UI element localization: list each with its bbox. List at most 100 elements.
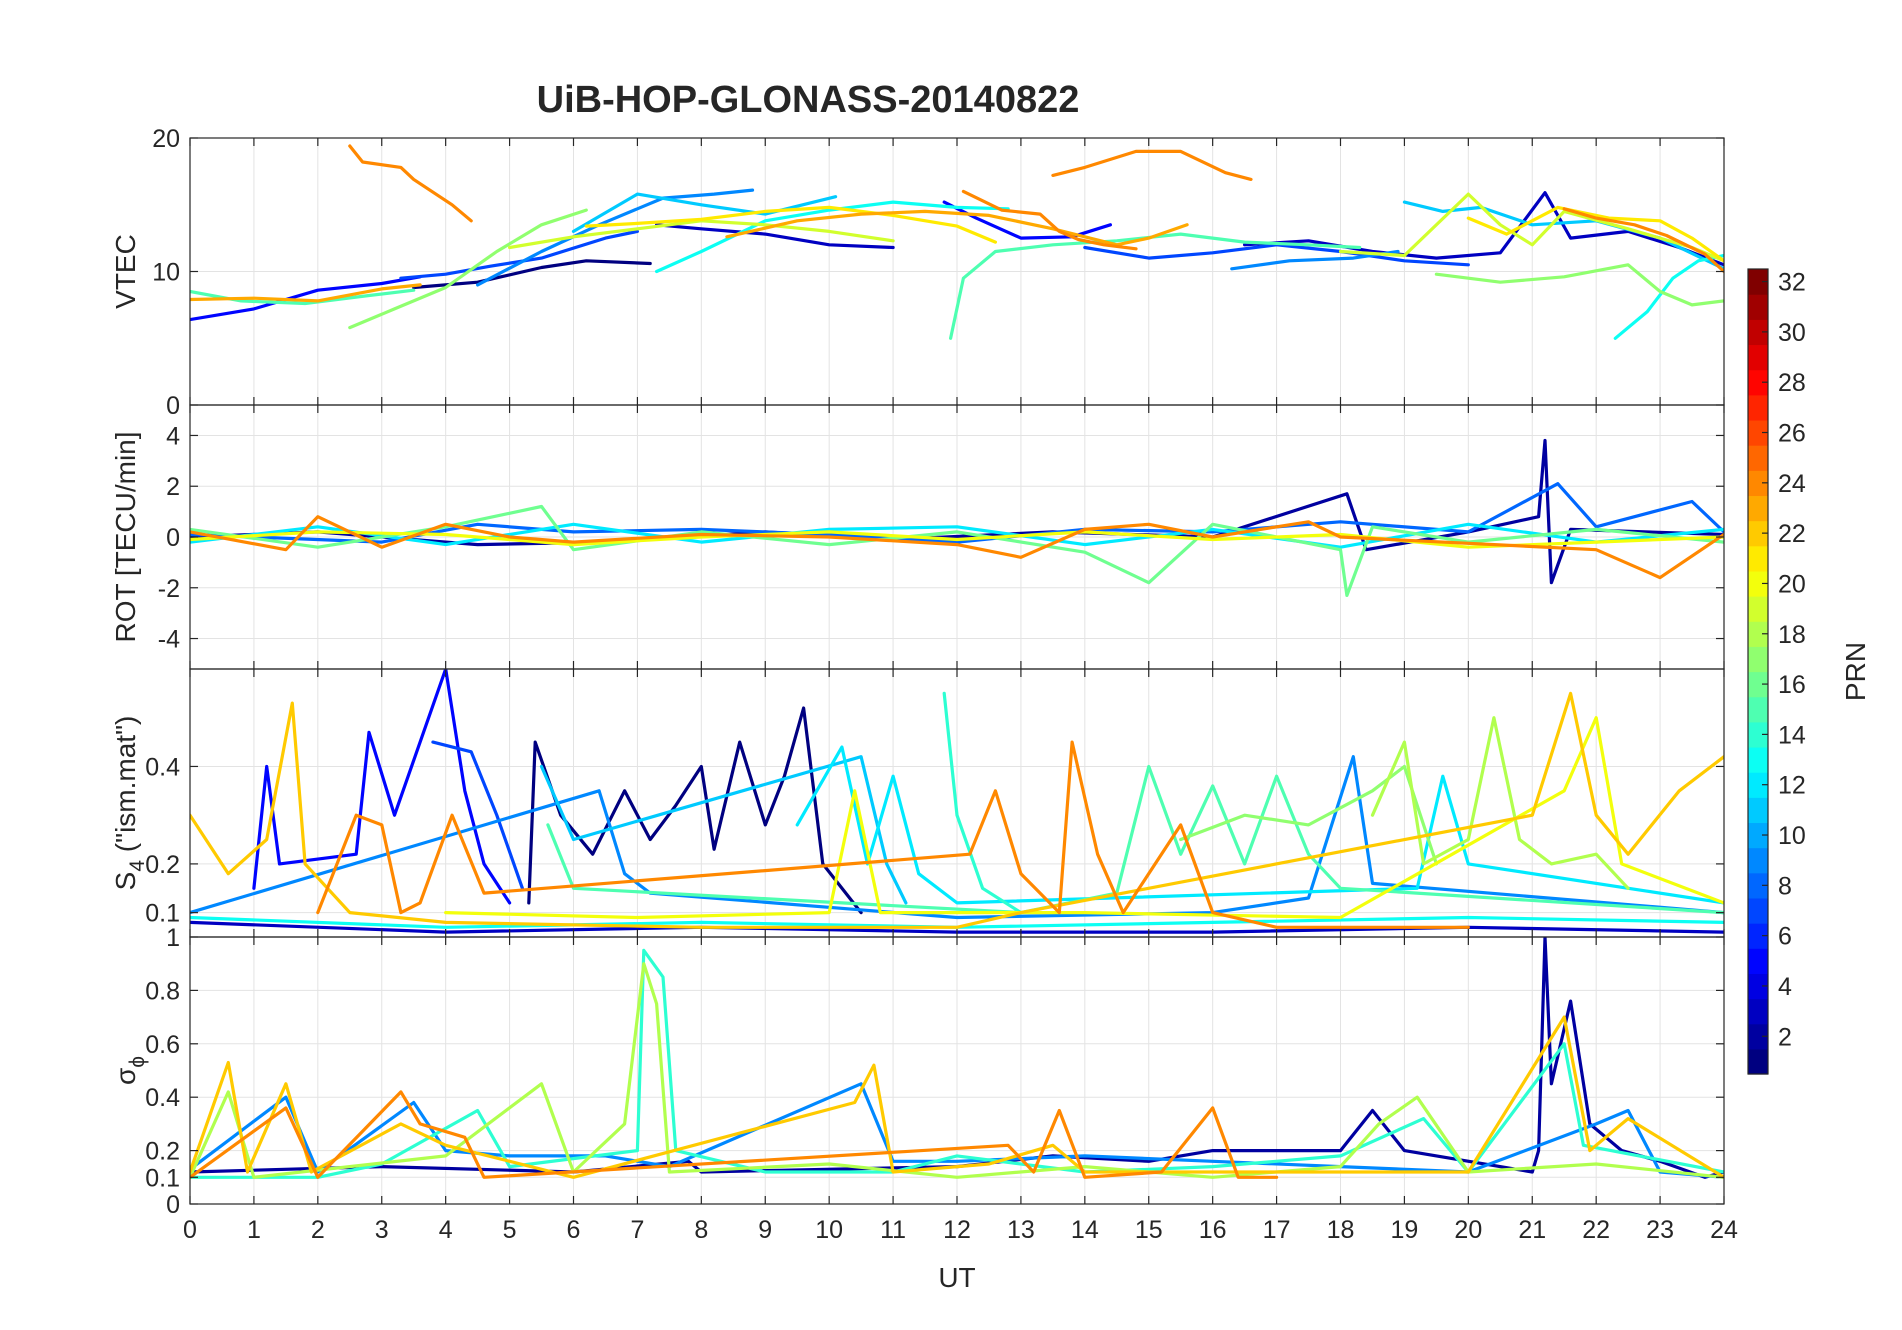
panel-4: 00.10.2 0.4 0.6 0.8 1 σϕ xyxy=(110,924,1725,1219)
colorbar-tick-label: 16 xyxy=(1778,671,1806,699)
x-tick-label: 22 xyxy=(1582,1216,1610,1244)
chart-title: UiB-HOP-GLONASS-20140822 xyxy=(537,79,1080,121)
x-tick-label: 18 xyxy=(1327,1216,1355,1244)
colorbar-swatch xyxy=(1748,646,1768,673)
colorbar-swatch xyxy=(1748,369,1768,396)
series-line-prn-21 xyxy=(584,205,997,244)
series-line-prn-7 xyxy=(431,740,524,890)
x-tick-label: 1 xyxy=(247,1216,261,1244)
y-axis-label: S4 ("ism.mat") xyxy=(110,716,149,891)
colorbar-swatch xyxy=(1748,822,1768,849)
colorbar-tick-label: 20 xyxy=(1778,570,1806,598)
colorbar-tick-label: 8 xyxy=(1778,872,1792,900)
x-tick-label: 14 xyxy=(1071,1216,1099,1244)
x-tick-label: 9 xyxy=(758,1216,772,1244)
series-line-prn-15 xyxy=(546,764,1724,915)
series-line-prn-22 xyxy=(190,1015,1724,1179)
x-tick-label: 2 xyxy=(311,1216,325,1244)
colorbar-label: PRN xyxy=(1840,642,1871,701)
panel-4-series xyxy=(190,937,1724,1179)
panel-3: 0.10.20.4S4 ("ism.mat") xyxy=(110,668,1725,938)
series-line-prn-20 xyxy=(190,530,1724,549)
colorbar-tick-label: 14 xyxy=(1778,721,1806,749)
y-tick-label: 0.8 xyxy=(145,977,180,1005)
colorbar-swatch xyxy=(1748,847,1768,874)
colorbar-swatch xyxy=(1748,973,1768,1000)
x-tick-label: 13 xyxy=(1007,1216,1035,1244)
x-tick-label: 7 xyxy=(630,1216,644,1244)
series-line-prn-23 xyxy=(190,283,422,303)
colorbar-swatch xyxy=(1748,772,1768,798)
x-tick-label: 19 xyxy=(1391,1216,1419,1244)
series-line-prn-12 xyxy=(190,522,1724,549)
colorbar-swatch xyxy=(1748,923,1768,949)
x-axis-label: UT xyxy=(938,1262,975,1293)
x-tick-label: 21 xyxy=(1518,1216,1546,1244)
y-axis-label-main: S xyxy=(110,872,141,891)
y-tick-label: 4 xyxy=(166,422,180,450)
x-tick-label: 20 xyxy=(1454,1216,1482,1244)
colorbar-swatch xyxy=(1748,394,1768,421)
y-tick-label: 0.4 xyxy=(145,1084,180,1112)
colorbar-swatch xyxy=(1748,797,1768,824)
colorbar-swatch xyxy=(1748,495,1768,522)
series-line-prn-22 xyxy=(190,691,1724,929)
x-tick-label: 5 xyxy=(503,1216,517,1244)
y-tick-label: 0.1 xyxy=(145,900,180,928)
x-tick-label: 16 xyxy=(1199,1216,1227,1244)
colorbar-tick-label: 24 xyxy=(1778,470,1806,498)
y-axis-label-subscript: 4 xyxy=(126,860,149,872)
y-axis-label-main: VTEC xyxy=(110,234,141,309)
series-line-prn-9 xyxy=(476,188,755,287)
colorbar-swatch xyxy=(1748,269,1768,295)
x-tick-label: 15 xyxy=(1135,1216,1163,1244)
series-line-prn-20 xyxy=(444,716,1724,920)
y-tick-label: 10 xyxy=(152,259,180,287)
series-line-prn-9 xyxy=(190,755,1724,920)
colorbar-swatch xyxy=(1748,621,1768,647)
colorbar-tick-label: 18 xyxy=(1778,621,1806,649)
series-line-prn-24 xyxy=(316,740,1470,929)
x-tick-label: 4 xyxy=(439,1216,453,1244)
y-axis-label-suffix: ("ism.mat") xyxy=(110,716,141,860)
colorbar-swatch xyxy=(1748,721,1768,748)
colorbar-swatch xyxy=(1748,419,1768,446)
panel-2-series xyxy=(190,438,1724,597)
y-tick-label: 0.1 xyxy=(145,1164,180,1192)
colorbar-swatch xyxy=(1748,998,1768,1025)
y-tick-label: 0 xyxy=(166,1191,180,1219)
series-line-prn-14 xyxy=(942,691,1023,915)
series-line-prn-18 xyxy=(1370,716,1630,890)
colorbar-swatch xyxy=(1748,948,1768,974)
series-line-prn-13 xyxy=(655,200,1010,274)
series-line-prn-24 xyxy=(1051,149,1253,181)
series-line-prn-5 xyxy=(190,275,422,322)
colorbar-tick-label: 4 xyxy=(1778,973,1792,1001)
x-tick-label: 11 xyxy=(880,1216,906,1244)
panel-1: 0 10 20 VTEC xyxy=(110,125,1725,420)
colorbar-swatch xyxy=(1748,545,1768,572)
colorbar-swatch xyxy=(1748,294,1768,320)
colorbar-tick-label: 28 xyxy=(1778,369,1806,397)
y-axis-label-main: σ xyxy=(110,1068,141,1085)
series-line-prn-3 xyxy=(655,223,895,250)
colorbar-swatch xyxy=(1748,344,1768,371)
x-tick-label: 3 xyxy=(375,1216,389,1244)
y-tick-label: 0 xyxy=(166,392,180,420)
colorbar-swatch xyxy=(1748,520,1768,547)
colorbar-swatch xyxy=(1748,696,1768,723)
colorbar-tick-label: 12 xyxy=(1778,772,1806,800)
series-line-prn-11 xyxy=(539,755,908,905)
y-axis-label: ROT [TECU/min] xyxy=(110,431,141,642)
series-line-prn-17 xyxy=(348,208,588,330)
series-line-prn-9 xyxy=(190,1082,1724,1179)
colorbar-swatch xyxy=(1748,319,1768,346)
series-line-prn-16 xyxy=(190,504,1724,597)
x-tick-label: 10 xyxy=(815,1216,843,1244)
colorbar-swatch xyxy=(1748,872,1768,899)
colorbar-swatch xyxy=(1748,1023,1768,1050)
colorbar-swatch xyxy=(1748,746,1768,773)
series-line-prn-23 xyxy=(725,209,1189,247)
